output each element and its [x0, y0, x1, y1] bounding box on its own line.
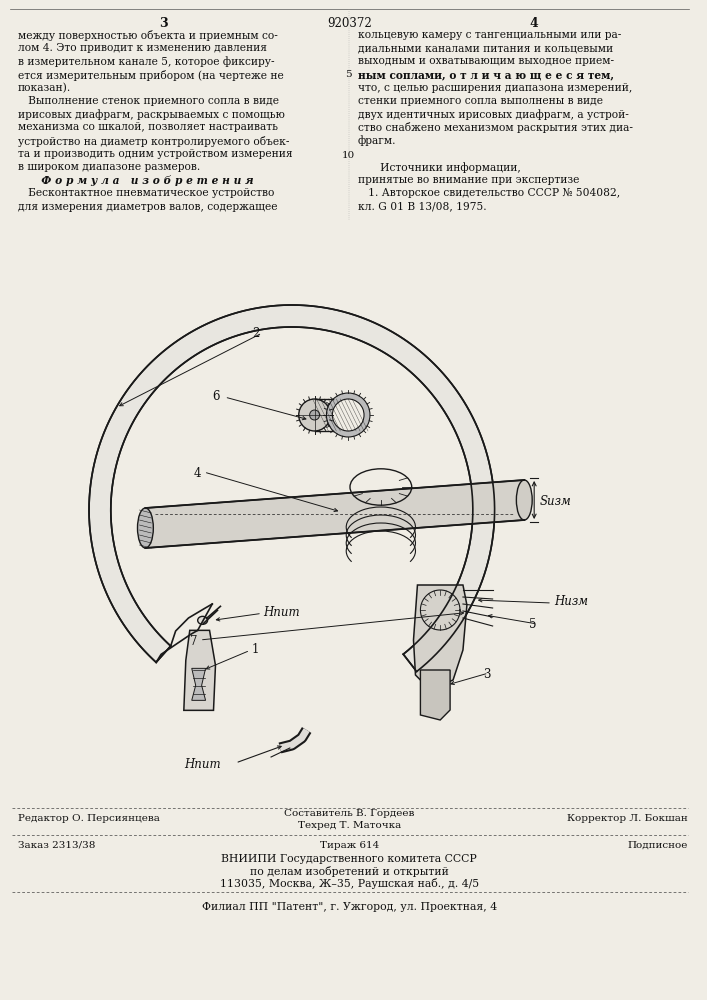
Text: Ф о р м у л а   и з о б р е т е н и я: Ф о р м у л а и з о б р е т е н и я: [30, 175, 253, 186]
Text: кольцевую камеру с тангенциальными или ра-: кольцевую камеру с тангенциальными или р…: [358, 30, 621, 40]
Text: выходным и охватывающим выходное прием-: выходным и охватывающим выходное прием-: [358, 56, 614, 66]
Text: 6: 6: [213, 390, 220, 403]
Text: в широком диапазоне размеров.: в широком диапазоне размеров.: [18, 162, 200, 172]
Text: 5: 5: [345, 70, 351, 79]
Text: по делам изобретений и открытий: по делам изобретений и открытий: [250, 866, 449, 877]
Text: устройство на диаметр контролируемого объек-: устройство на диаметр контролируемого об…: [18, 136, 289, 147]
Text: Нпит: Нпит: [263, 606, 300, 619]
Ellipse shape: [299, 399, 330, 431]
Text: Источники информации,: Источники информации,: [370, 162, 521, 173]
Text: ется измерительным прибором (на чертеже не: ется измерительным прибором (на чертеже …: [18, 70, 284, 81]
Text: Sизм: Sизм: [540, 495, 572, 508]
Polygon shape: [184, 630, 216, 710]
Text: Нпит: Нпит: [184, 758, 221, 771]
Text: 3: 3: [483, 668, 490, 681]
Text: что, с целью расширения диапазона измерений,: что, с целью расширения диапазона измере…: [358, 83, 632, 93]
Text: Заказ 2313/38: Заказ 2313/38: [18, 841, 95, 850]
Text: 920372: 920372: [327, 17, 372, 30]
Text: 4: 4: [530, 17, 539, 30]
Text: ВНИИПИ Государственного комитета СССР: ВНИИПИ Государственного комитета СССР: [221, 854, 477, 864]
Text: лом 4. Это приводит к изменению давления: лом 4. Это приводит к изменению давления: [18, 43, 267, 53]
Polygon shape: [89, 305, 495, 672]
Ellipse shape: [198, 616, 208, 624]
Text: Техред Т. Маточка: Техред Т. Маточка: [298, 821, 401, 830]
Text: ным соплами, о т л и ч а ю щ е е с я тем,: ным соплами, о т л и ч а ю щ е е с я тем…: [358, 70, 614, 81]
Text: ирисовых диафрагм, раскрываемых с помощью: ирисовых диафрагм, раскрываемых с помощь…: [18, 109, 285, 120]
Ellipse shape: [137, 508, 153, 548]
Text: 113035, Москва, Ж–35, Раушская наб., д. 4/5: 113035, Москва, Ж–35, Раушская наб., д. …: [220, 878, 479, 889]
Text: стенки приемного сопла выполнены в виде: стенки приемного сопла выполнены в виде: [358, 96, 603, 106]
Text: в измерительном канале 5, которое фиксиру-: в измерительном канале 5, которое фиксир…: [18, 56, 274, 67]
Text: для измерения диаметров валов, содержащее: для измерения диаметров валов, содержаще…: [18, 202, 277, 212]
Text: диальными каналами питания и кольцевыми: диальными каналами питания и кольцевыми: [358, 43, 613, 53]
Text: Подписное: Подписное: [627, 841, 687, 850]
Text: Низм: Низм: [554, 595, 588, 608]
Text: Выполнение стенок приемного сопла в виде: Выполнение стенок приемного сопла в виде: [18, 96, 279, 106]
Text: 10: 10: [341, 151, 355, 160]
Text: 4: 4: [194, 467, 201, 480]
Text: 3: 3: [159, 17, 168, 30]
Text: Редактор О. Персиянцева: Редактор О. Персиянцева: [18, 814, 160, 823]
Text: Филиал ПП "Патент", г. Ужгород, ул. Проектная, 4: Филиал ПП "Патент", г. Ужгород, ул. Прое…: [201, 902, 497, 912]
Text: 7: 7: [190, 635, 197, 648]
Text: та и производить одним устройством измерения: та и производить одним устройством измер…: [18, 149, 293, 159]
Wedge shape: [327, 393, 370, 437]
Text: Составитель В. Гордеев: Составитель В. Гордеев: [284, 809, 414, 818]
Text: двух идентичных ирисовых диафрагм, а устрой-: двух идентичных ирисовых диафрагм, а уст…: [358, 109, 629, 120]
Polygon shape: [414, 585, 467, 690]
Text: между поверхностью объекта и приемным со-: между поверхностью объекта и приемным со…: [18, 30, 278, 41]
Text: Тираж 614: Тираж 614: [320, 841, 379, 850]
Polygon shape: [421, 670, 450, 720]
Text: Корректор Л. Бокшан: Корректор Л. Бокшан: [567, 814, 687, 823]
Text: 1. Авторское свидетельство СССР № 504082,: 1. Авторское свидетельство СССР № 504082…: [358, 188, 620, 198]
Text: фрагм.: фрагм.: [358, 136, 397, 146]
Polygon shape: [146, 480, 525, 548]
Text: механизма со шкалой, позволяет настраивать: механизма со шкалой, позволяет настраива…: [18, 122, 278, 132]
Ellipse shape: [310, 410, 320, 420]
Text: Бесконтактное пневматическое устройство: Бесконтактное пневматическое устройство: [18, 188, 274, 198]
Text: 2: 2: [252, 327, 259, 340]
Text: 5: 5: [530, 618, 537, 631]
Text: 1: 1: [252, 643, 259, 656]
Text: показан).: показан).: [18, 83, 71, 93]
Text: ство снабжено механизмом раскрытия этих диа-: ство снабжено механизмом раскрытия этих …: [358, 122, 633, 133]
Text: кл. G 01 B 13/08, 1975.: кл. G 01 B 13/08, 1975.: [358, 202, 486, 212]
Polygon shape: [192, 668, 206, 700]
Ellipse shape: [516, 480, 532, 520]
Text: принятые во внимание при экспертизе: принятые во внимание при экспертизе: [358, 175, 580, 185]
